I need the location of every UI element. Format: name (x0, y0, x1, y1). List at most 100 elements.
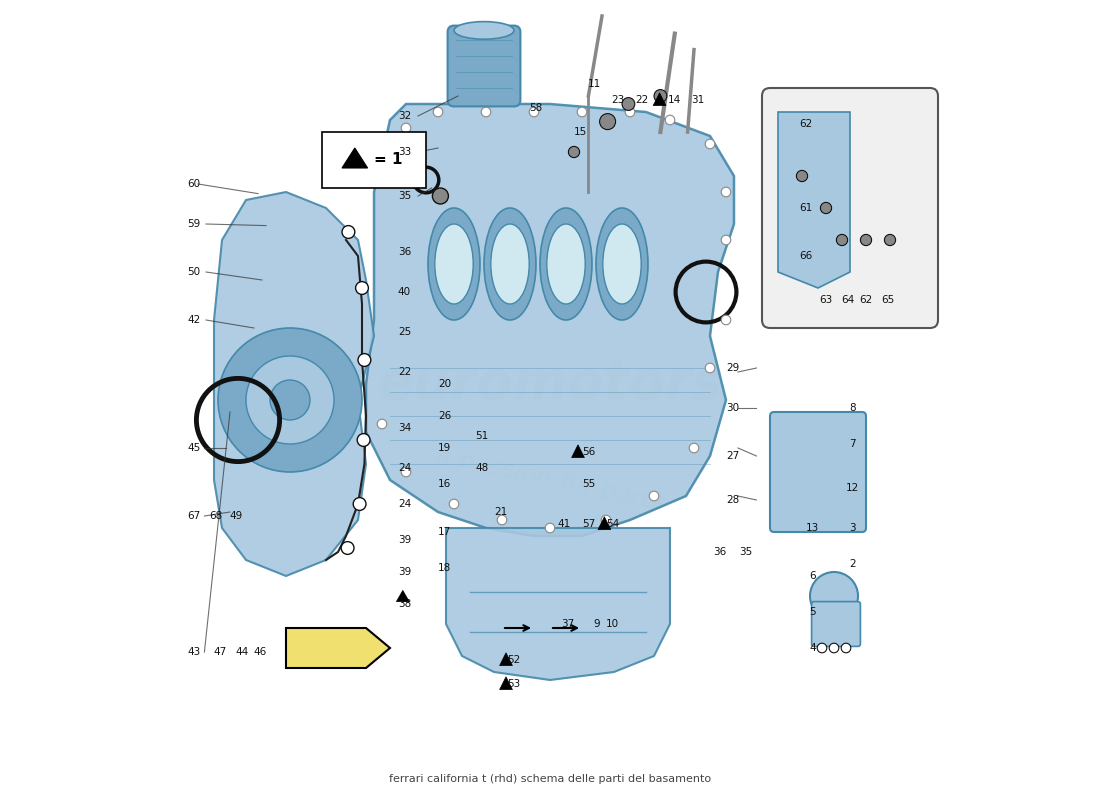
Text: 24: 24 (398, 463, 411, 473)
Circle shape (666, 115, 674, 125)
Text: 6: 6 (810, 571, 816, 581)
Circle shape (578, 107, 586, 117)
Circle shape (705, 139, 715, 149)
Text: 66: 66 (800, 251, 813, 261)
Text: 67: 67 (187, 511, 200, 521)
Text: 16: 16 (438, 479, 451, 489)
Text: 9: 9 (593, 619, 600, 629)
Text: 15: 15 (574, 127, 587, 137)
Text: 53: 53 (507, 679, 520, 689)
Text: 11: 11 (587, 79, 601, 89)
Text: a passion for parts: a passion for parts (433, 444, 667, 516)
Circle shape (722, 315, 730, 325)
Ellipse shape (603, 224, 641, 304)
Text: 59: 59 (187, 219, 200, 229)
Text: 63: 63 (820, 295, 833, 305)
Text: 56: 56 (582, 447, 595, 457)
FancyBboxPatch shape (448, 26, 520, 106)
Circle shape (529, 107, 539, 117)
Text: 24: 24 (398, 499, 411, 509)
Circle shape (821, 202, 832, 214)
Polygon shape (499, 677, 513, 690)
Text: 10: 10 (606, 619, 619, 629)
Circle shape (497, 515, 507, 525)
Text: 61: 61 (800, 203, 813, 213)
Text: 68: 68 (209, 511, 222, 521)
Circle shape (342, 226, 355, 238)
PathPatch shape (446, 528, 670, 680)
PathPatch shape (214, 192, 374, 576)
Ellipse shape (596, 208, 648, 320)
Circle shape (358, 354, 371, 366)
Text: 51: 51 (475, 431, 488, 441)
Text: 3: 3 (849, 523, 856, 533)
Circle shape (836, 234, 848, 246)
Text: 7: 7 (849, 439, 856, 449)
Ellipse shape (454, 22, 514, 39)
Text: 4: 4 (810, 643, 816, 653)
Text: 19: 19 (438, 443, 451, 453)
Ellipse shape (434, 224, 473, 304)
Circle shape (432, 188, 449, 204)
Text: 35: 35 (398, 191, 411, 201)
Text: 52: 52 (507, 655, 520, 665)
Text: 38: 38 (398, 599, 411, 609)
Text: 33: 33 (398, 147, 411, 157)
Ellipse shape (484, 208, 536, 320)
Ellipse shape (491, 224, 529, 304)
Text: 2: 2 (849, 559, 856, 569)
Text: 20: 20 (438, 379, 451, 389)
Text: 23: 23 (612, 95, 625, 105)
Circle shape (402, 467, 410, 477)
Text: 12: 12 (846, 483, 859, 493)
Circle shape (690, 443, 698, 453)
Text: euromotors: euromotors (377, 358, 723, 410)
Circle shape (355, 282, 368, 294)
FancyBboxPatch shape (812, 602, 860, 646)
Circle shape (449, 499, 459, 509)
Text: 39: 39 (398, 567, 411, 577)
Polygon shape (286, 628, 390, 668)
Circle shape (842, 643, 850, 653)
Circle shape (602, 515, 610, 525)
Text: 39: 39 (398, 535, 411, 545)
Circle shape (829, 643, 839, 653)
Circle shape (481, 107, 491, 117)
Text: 62: 62 (800, 119, 813, 129)
Text: 50: 50 (187, 267, 200, 277)
Text: 64: 64 (842, 295, 855, 305)
Circle shape (270, 380, 310, 420)
Circle shape (600, 114, 616, 130)
Polygon shape (499, 653, 513, 666)
Ellipse shape (547, 224, 585, 304)
Text: 62: 62 (859, 295, 872, 305)
Text: 65: 65 (881, 295, 894, 305)
Text: 34: 34 (398, 423, 411, 433)
Polygon shape (778, 112, 850, 288)
FancyBboxPatch shape (770, 412, 866, 532)
Text: 31: 31 (692, 95, 705, 105)
Text: 42: 42 (187, 315, 200, 325)
Text: 41: 41 (558, 519, 571, 529)
Polygon shape (572, 445, 584, 458)
Text: 46: 46 (254, 647, 267, 657)
Circle shape (218, 328, 362, 472)
Text: 47: 47 (213, 647, 227, 657)
Text: 49: 49 (230, 511, 243, 521)
Circle shape (246, 356, 334, 444)
Ellipse shape (540, 208, 592, 320)
Circle shape (402, 123, 410, 133)
Text: 32: 32 (398, 111, 411, 121)
Polygon shape (598, 517, 611, 530)
Circle shape (569, 146, 580, 158)
Circle shape (546, 523, 554, 533)
Circle shape (884, 234, 895, 246)
FancyBboxPatch shape (762, 88, 938, 328)
Text: 40: 40 (398, 287, 411, 297)
Circle shape (649, 491, 659, 501)
Circle shape (621, 98, 635, 110)
Text: 26: 26 (438, 411, 451, 421)
PathPatch shape (366, 104, 734, 536)
Polygon shape (396, 590, 409, 602)
Text: 35: 35 (739, 547, 752, 557)
